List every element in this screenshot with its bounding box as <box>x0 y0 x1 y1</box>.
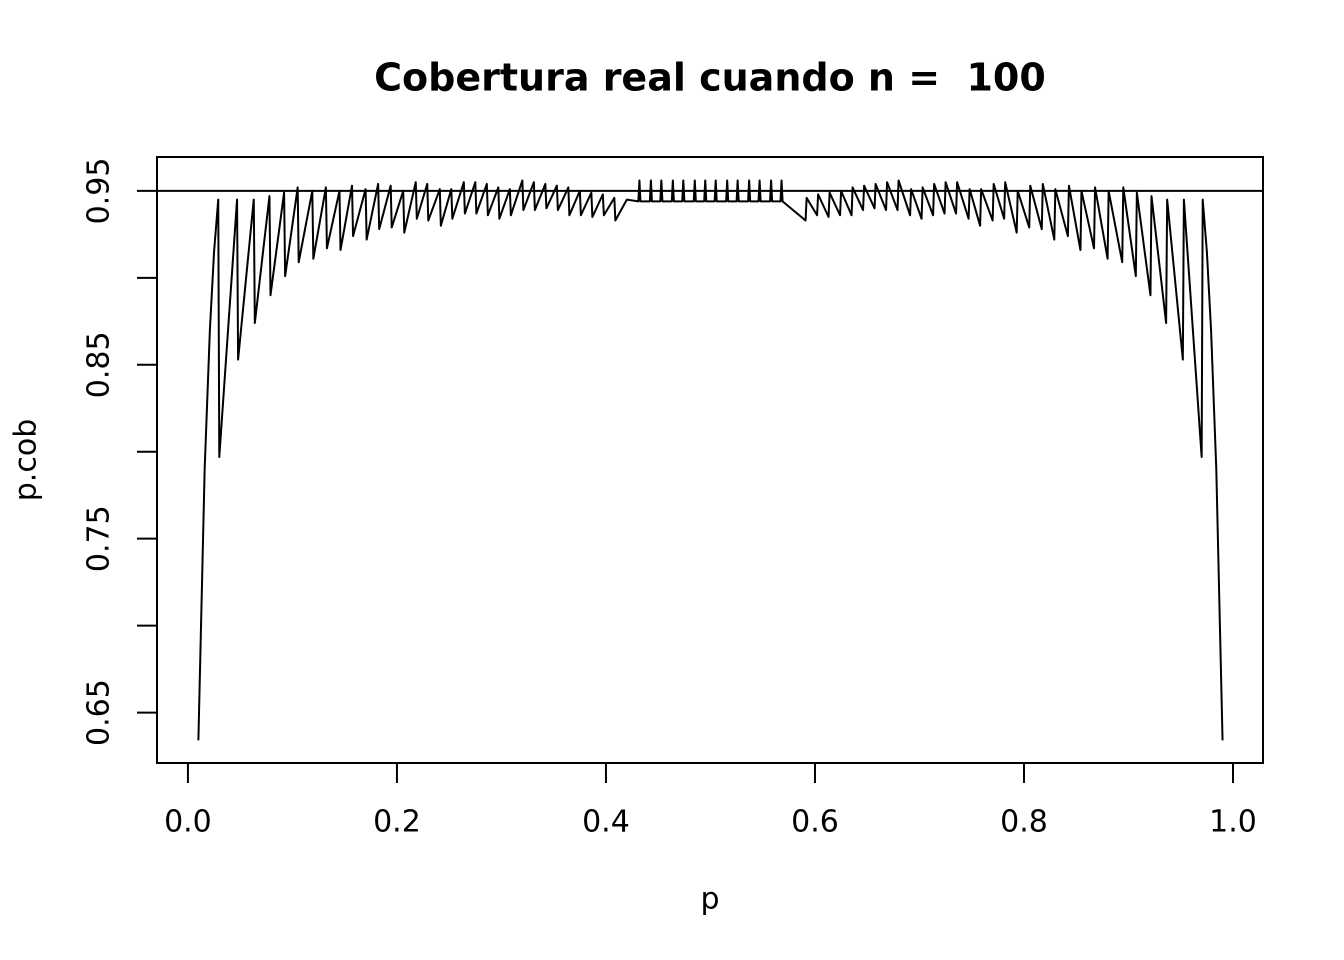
x-axis-label: p <box>700 882 719 917</box>
y-tick-label: 0.75 <box>82 505 117 572</box>
y-tick-label: 0.85 <box>82 331 117 398</box>
plot-box <box>156 156 1264 764</box>
x-tick-label: 0.2 <box>373 805 421 840</box>
x-tick-label: 0.0 <box>164 805 212 840</box>
x-tick-label: 0.4 <box>582 805 630 840</box>
data-line <box>197 179 1224 741</box>
y-tick-label: 0.65 <box>82 679 117 746</box>
chart-title: Cobertura real cuando n = 100 <box>374 56 1046 100</box>
x-tick-label: 1.0 <box>1209 805 1257 840</box>
y-tick-label: 0.95 <box>82 158 117 225</box>
x-tick-label: 0.8 <box>1000 805 1048 840</box>
x-tick-label: 0.6 <box>791 805 839 840</box>
y-axis-label: p.cob <box>9 419 44 501</box>
